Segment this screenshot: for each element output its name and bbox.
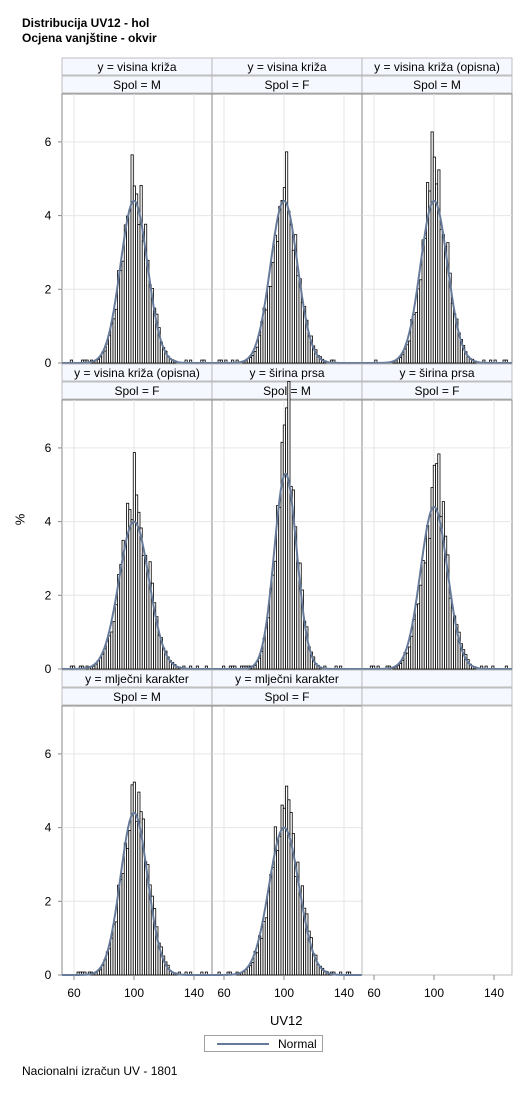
x-tick-label: 100 [274,986,294,1000]
empty-strip [361,687,513,706]
legend: Normal [204,1035,323,1052]
y-tick-label: 2 [45,894,52,908]
y-axis-title: % [12,513,28,526]
panel-row-label: y = visina križa (opisna) [374,60,500,74]
chart-subtitle: Ocjena vanjštine - okvir [22,31,157,45]
normal-curve [212,826,362,976]
panel-strip-row [361,57,513,76]
panel-row-label: y = mlječni karakter [85,672,189,686]
panel-col-label: Spol = F [264,78,309,92]
empty-panel [361,705,513,976]
panel-strip-row [361,363,513,382]
legend-normal-label: Normal [278,1037,317,1051]
normal-curve [212,472,362,670]
y-tick-label: 0 [45,662,52,676]
y-tick-label: 2 [45,588,52,602]
panel-row-label: y = visina križa [247,60,326,74]
y-tick-label: 4 [45,821,52,835]
panel-col-label: Spol = M [113,690,161,704]
panel-row-label: y = visina križa (opisna) [74,366,200,380]
y-tick-label: 0 [45,356,52,370]
x-axis-title: UV12 [270,1013,303,1028]
y-tick-label: 6 [45,441,52,455]
x-tick-label: 100 [124,986,144,1000]
normal-curve [62,199,212,364]
footnote: Nacionalni izračun UV - 1801 [22,1064,178,1078]
normal-curve [362,199,512,364]
x-tick-label: 140 [334,986,354,1000]
panel-col-label: Spol = M [413,78,461,92]
x-tick-label: 100 [424,986,444,1000]
x-tick-label: 140 [184,986,204,1000]
panel-strip-col [361,381,513,400]
normal-curve [362,505,512,670]
panel-col-label: Spol = F [414,384,459,398]
y-tick-label: 4 [45,209,52,223]
panel-col-label: Spol = M [113,78,161,92]
panel-row-label: y = širina prsa [399,366,474,380]
panel-row-label: y = širina prsa [249,366,324,380]
normal-curve [62,520,212,670]
panel-row-label: y = mlječni karakter [235,672,339,686]
x-tick-label: 60 [217,986,231,1000]
normal-curve [212,199,362,364]
panel-col-label: Spol = M [263,384,311,398]
y-tick-label: 0 [45,968,52,982]
x-tick-label: 60 [367,986,381,1000]
panel-col-label: Spol = F [114,384,159,398]
x-tick-label: 60 [67,986,81,1000]
empty-strip [361,669,513,688]
normal-curve [62,811,212,976]
y-tick-label: 4 [45,515,52,529]
y-tick-label: 6 [45,135,52,149]
panel-col-label: Spol = F [264,690,309,704]
y-tick-label: 6 [45,747,52,761]
panel-row-label: y = visina križa [97,60,176,74]
panel-strip-col [361,75,513,94]
x-tick-label: 140 [484,986,504,1000]
y-tick-label: 2 [45,282,52,296]
chart-title: Distribucija UV12 - hol [22,16,150,30]
legend-normal-swatch [217,1043,269,1045]
